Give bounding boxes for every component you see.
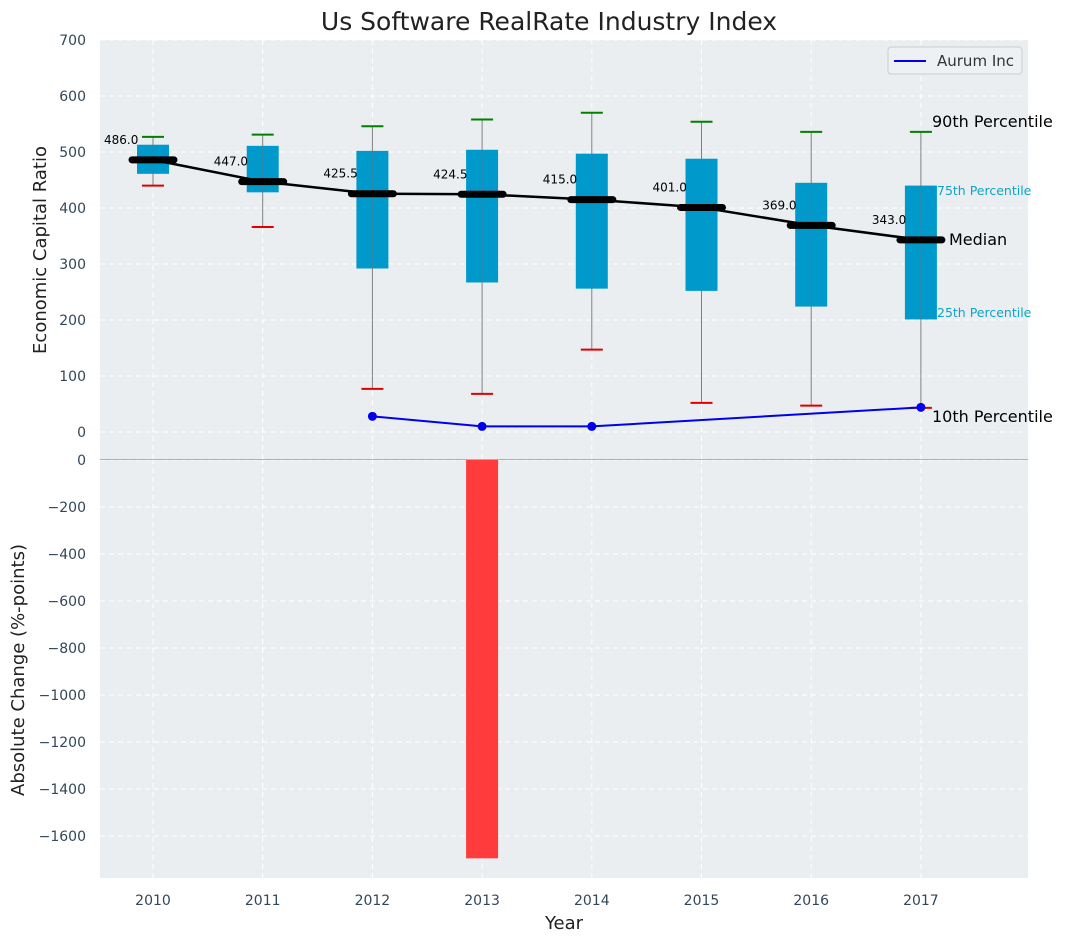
x-tick-label: 2017 (903, 893, 939, 909)
median-value-label: 425.5 (323, 167, 357, 181)
text-layer: 2010 2011 2012 2013 2014 2015 2016 2017 0 100 200 3… (39, 33, 939, 909)
top-panel-background (100, 40, 1028, 459)
p75-annotation: 75th Percentile (937, 183, 1032, 198)
top-y-tick-label: 0 (77, 425, 86, 441)
bottom-y-tick-label: −1600 (39, 829, 86, 845)
median-value-label: 343.0 (872, 213, 906, 227)
p25-annotation: 25th Percentile (937, 305, 1032, 320)
x-tick-label: 2012 (355, 893, 391, 909)
x-tick-label: 2015 (684, 893, 720, 909)
change-bar (466, 460, 499, 859)
company-point (477, 421, 487, 431)
bottom-y-tick-label: −800 (48, 641, 86, 657)
median-value-label: 486.0 (104, 133, 138, 147)
x-axis-label: Year (544, 913, 584, 934)
top-y-tick-label: 300 (59, 257, 86, 273)
x-tick-label: 2014 (574, 893, 610, 909)
median-value-label: 424.5 (433, 167, 467, 181)
median-value-label: 415.0 (543, 173, 577, 187)
median-value-label: 369.0 (762, 198, 796, 212)
median-annotation: Median (949, 230, 1007, 249)
bottom-y-tick-label: −200 (48, 500, 86, 516)
median-line-layer (128, 156, 946, 244)
top-y-axis-label: Economic Capital Ratio (30, 146, 51, 354)
bottom-bars-layer (466, 460, 499, 859)
top-y-tick-label: 200 (59, 313, 86, 329)
company-line (372, 406, 921, 428)
legend: Aurum Inc (887, 46, 1023, 75)
top-y-tick-label: 700 (59, 33, 86, 49)
bottom-y-tick-label: −1400 (39, 782, 86, 798)
company-line-layer (367, 402, 926, 431)
x-tick-label: 2016 (793, 893, 829, 909)
top-y-tick-label: 100 (59, 369, 86, 385)
top-y-tick-label: 600 (59, 89, 86, 105)
bottom-y-tick-label: 0 (77, 453, 86, 469)
bottom-y-tick-label: −400 (48, 547, 86, 563)
x-tick-label: 2013 (464, 893, 500, 909)
x-tick-label: 2010 (135, 893, 171, 909)
bottom-y-axis-label: Absolute Change (%-points) (8, 544, 29, 796)
top-y-tick-label: 400 (59, 201, 86, 217)
median-value-label: 447.0 (214, 155, 248, 169)
chart-title: Us Software RealRate Industry Index (321, 7, 777, 36)
median-value-label: 401.0 (653, 180, 687, 194)
bottom-y-tick-label: −1000 (39, 688, 86, 704)
p10-annotation: 10th Percentile (932, 407, 1053, 426)
top-y-tick-label: 500 (59, 145, 86, 161)
bottom-y-tick-label: −600 (48, 594, 86, 610)
company-point (367, 411, 377, 421)
company-point (916, 402, 926, 412)
legend-entry-aurum: Aurum Inc (937, 52, 1014, 70)
x-tick-label: 2011 (245, 893, 281, 909)
bottom-y-tick-label: −1200 (39, 735, 86, 751)
company-point (587, 421, 597, 431)
grid-layer (100, 39, 1028, 878)
p90-annotation: 90th Percentile (932, 112, 1053, 131)
bottom-panel-background (100, 459, 1028, 878)
box-layer (137, 111, 937, 409)
legend-box (887, 46, 1023, 75)
